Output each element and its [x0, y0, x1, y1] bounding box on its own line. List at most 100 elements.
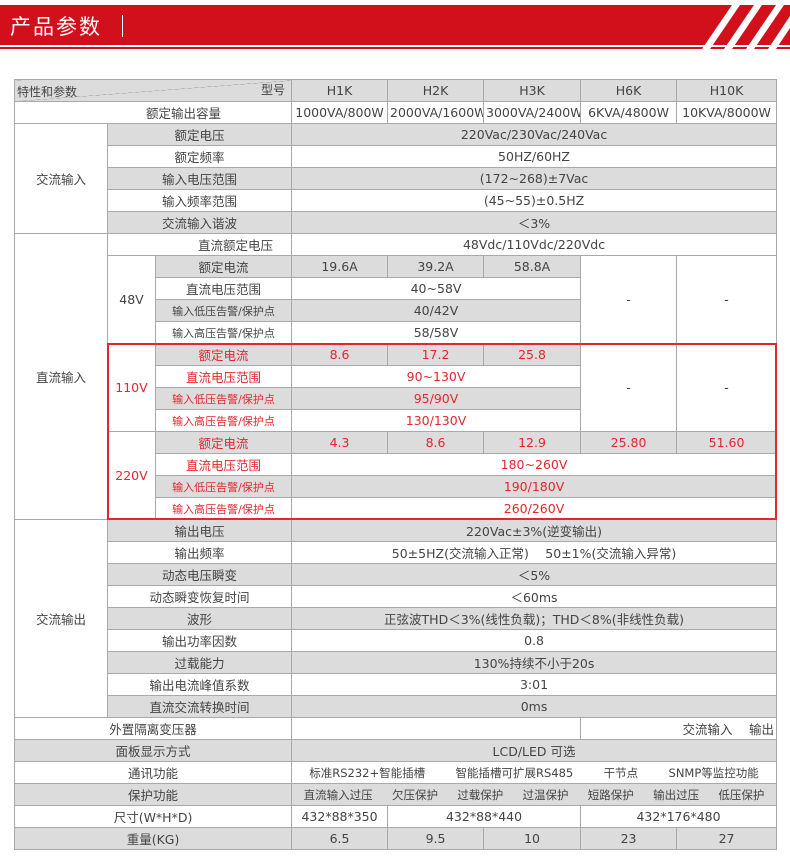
row-label: 尺寸(W*H*D) [13, 805, 293, 828]
row-label: 输入电压范围 [106, 167, 293, 190]
current-value: 19.6A [291, 255, 389, 278]
list-item: 过载保护 [457, 787, 504, 802]
list-item: 短路保护 [587, 787, 634, 802]
table-row: 直流输入 直流额定电压 48Vdc/110Vdc/220Vdc [14, 233, 778, 520]
table-row: 保护功能 直流输入过压 欠压保护 过载保护 过温保护 短路保护 输出过压 低压保护 [13, 783, 778, 806]
row-label: 输出频率 [106, 541, 293, 564]
table-row: 直流交流转换时间 0ms [15, 695, 778, 718]
current-value: 39.2A [387, 255, 485, 278]
table-row: 输出频率 50±5HZ(交流输入正常) 50±1%(交流输入异常) [15, 541, 778, 564]
not-applicable: - [676, 343, 778, 432]
current-value: 58.8A [483, 255, 582, 278]
row-label: 输入低压告警/保护点 [154, 299, 293, 322]
row-value: 50HZ/60HZ [291, 145, 778, 168]
row-label: 直流电压范围 [154, 365, 293, 388]
model-header: H6K [580, 79, 678, 102]
page-title: 产品参数 [10, 15, 102, 39]
comm-functions-list: 标准RS232+智能插槽 智能插槽可扩展RS485 干节点 SNMP等监控功能 [294, 765, 774, 781]
row-value: (45~55)±0.5HZ [291, 189, 778, 212]
size-value: 432*176*480 [580, 805, 778, 828]
table-row: 外置隔离变压器 交流输入 输出 [13, 717, 778, 740]
row-value: 260/260V [291, 497, 778, 520]
capacity-value: 6KVA/4800W [580, 101, 678, 124]
row-label: 面板显示方式 [13, 739, 293, 762]
weight-value: 9.5 [387, 827, 485, 850]
list-item: 过温保护 [522, 787, 569, 802]
current-value: 51.60 [676, 431, 778, 454]
row-label: 保护功能 [13, 783, 293, 806]
row-value: 220Vac±3%(逆变输出) [291, 519, 778, 542]
row-label: 输入低压告警/保护点 [154, 475, 293, 498]
row-value: 正弦波THD＜3%(线性负载)；THD＜8%(非线性负载) [291, 607, 778, 630]
list-item: 标准RS232+智能插槽 [309, 765, 426, 780]
row-value: 0ms [291, 695, 778, 718]
weight-value: 6.5 [291, 827, 389, 850]
list-item: 干节点 [603, 765, 639, 780]
header-corner-cell: 特性和参数 型号 [13, 79, 293, 102]
row-value: 交流输入 输出 [580, 717, 778, 740]
table-row: 通讯功能 标准RS232+智能插槽 智能插槽可扩展RS485 干节点 SNMP等监控功能 [13, 761, 778, 784]
row-label: 过载能力 [106, 651, 293, 674]
table-row: 输入频率范围 (45~55)±0.5HZ [15, 189, 778, 212]
table-row: 直流电压范围 40~58V [15, 277, 777, 300]
weight-value: 27 [676, 827, 778, 850]
row-label: 直流交流转换时间 [106, 695, 293, 718]
model-header: H1K [291, 79, 389, 102]
row-label: 交流输入谐波 [106, 211, 293, 234]
table-row: 交流输入谐波 ＜3% [15, 211, 778, 234]
row-label: 额定电流 [154, 431, 293, 454]
protection-functions: 直流输入过压 欠压保护 过载保护 过温保护 短路保护 输出过压 低压保护 [291, 783, 778, 806]
list-item: 低压保护 [718, 787, 765, 802]
row-label: 输入低压告警/保护点 [154, 387, 293, 410]
current-value: 25.80 [580, 431, 678, 454]
table-row: 额定输出容量 1000VA/800W 2000VA/1600W 3000VA/2400… [13, 101, 778, 124]
row-value: 0.8 [291, 629, 778, 652]
table-row: 输入高压告警/保护点 130/130V [15, 409, 777, 432]
row-value: ＜5% [291, 563, 778, 586]
row-value: 40/42V [291, 299, 582, 322]
corner-label-params: 特性和参数 [17, 85, 78, 99]
capacity-value: 3000VA/2400W [483, 101, 582, 124]
current-value: 17.2 [387, 343, 485, 366]
voltage-group-label: 220V [107, 431, 156, 520]
model-header: H3K [483, 79, 582, 102]
table-row: 额定频率 50HZ/60HZ [15, 145, 778, 168]
decorative-stripes-icon [700, 5, 790, 52]
table-row: 输入低压告警/保护点 190/180V [15, 475, 778, 498]
row-label: 重量(KG) [13, 827, 293, 850]
row-label: 额定频率 [106, 145, 293, 168]
table-row: 输入高压告警/保护点 260/260V [15, 497, 778, 520]
list-item: 直流输入过压 [303, 787, 373, 802]
model-header: H10K [676, 79, 778, 102]
table-row: 输出电流峰值系数 3:01 [15, 673, 778, 696]
row-value: 40~58V [291, 277, 582, 300]
capacity-value: 1000VA/800W [291, 101, 389, 124]
row-label: 输出功率因数 [106, 629, 293, 652]
comm-functions: 标准RS232+智能插槽 智能插槽可扩展RS485 干节点 SNMP等监控功能 [291, 761, 778, 784]
title-banner: 产品参数 [0, 5, 790, 45]
row-value: 220Vac/230Vac/240Vac [291, 123, 778, 146]
row-value: 48Vdc/110Vdc/220Vdc [291, 233, 778, 256]
table-row: 交流输入 额定电压 220Vac/230Vac/240Vac [14, 123, 778, 234]
row-label: 输出电压 [106, 519, 293, 542]
voltage-group-label: 110V [107, 343, 156, 432]
current-value: 25.8 [483, 343, 582, 366]
row-label: 外置隔离变压器 [13, 717, 293, 740]
row-label: 波形 [106, 607, 293, 630]
row-value: 180~260V [291, 453, 778, 476]
table-row: 48V 额定电流 19.6A 39.2A 58.8A - - [15, 255, 778, 344]
table-row: 输出功率因数 0.8 [15, 629, 778, 652]
row-label: 输出电流峰值系数 [106, 673, 293, 696]
model-header: H2K [387, 79, 485, 102]
section-label: 交流输出 [14, 519, 108, 718]
not-applicable: - [676, 255, 778, 344]
list-item: 欠压保护 [391, 787, 438, 802]
corner-label-model: 型号 [261, 83, 286, 97]
row-value: 3:01 [291, 673, 778, 696]
row-label: 输入高压告警/保护点 [154, 497, 293, 520]
empty-cell [291, 717, 582, 740]
row-value: 130/130V [291, 409, 582, 432]
current-value: 8.6 [387, 431, 485, 454]
list-item: 输出过压 [653, 787, 700, 802]
row-value: 90~130V [291, 365, 582, 388]
